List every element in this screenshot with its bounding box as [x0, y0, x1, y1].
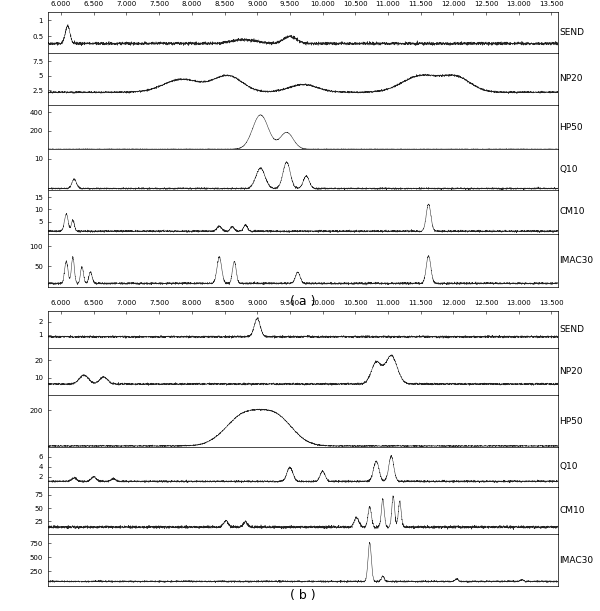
- Text: NP20: NP20: [560, 367, 583, 376]
- Text: NP20: NP20: [560, 75, 583, 83]
- Text: HP50: HP50: [560, 417, 583, 425]
- Text: Q10: Q10: [560, 463, 578, 471]
- Text: IMAC30: IMAC30: [560, 256, 593, 265]
- Text: CM10: CM10: [560, 506, 585, 515]
- Text: SEND: SEND: [560, 325, 584, 334]
- Text: IMAC30: IMAC30: [560, 555, 593, 565]
- Text: HP50: HP50: [560, 123, 583, 132]
- Text: SEND: SEND: [560, 28, 584, 37]
- Text: ( b ): ( b ): [290, 589, 316, 602]
- Text: CM10: CM10: [560, 208, 585, 216]
- Text: Q10: Q10: [560, 165, 578, 174]
- Text: ( a ): ( a ): [290, 295, 316, 308]
